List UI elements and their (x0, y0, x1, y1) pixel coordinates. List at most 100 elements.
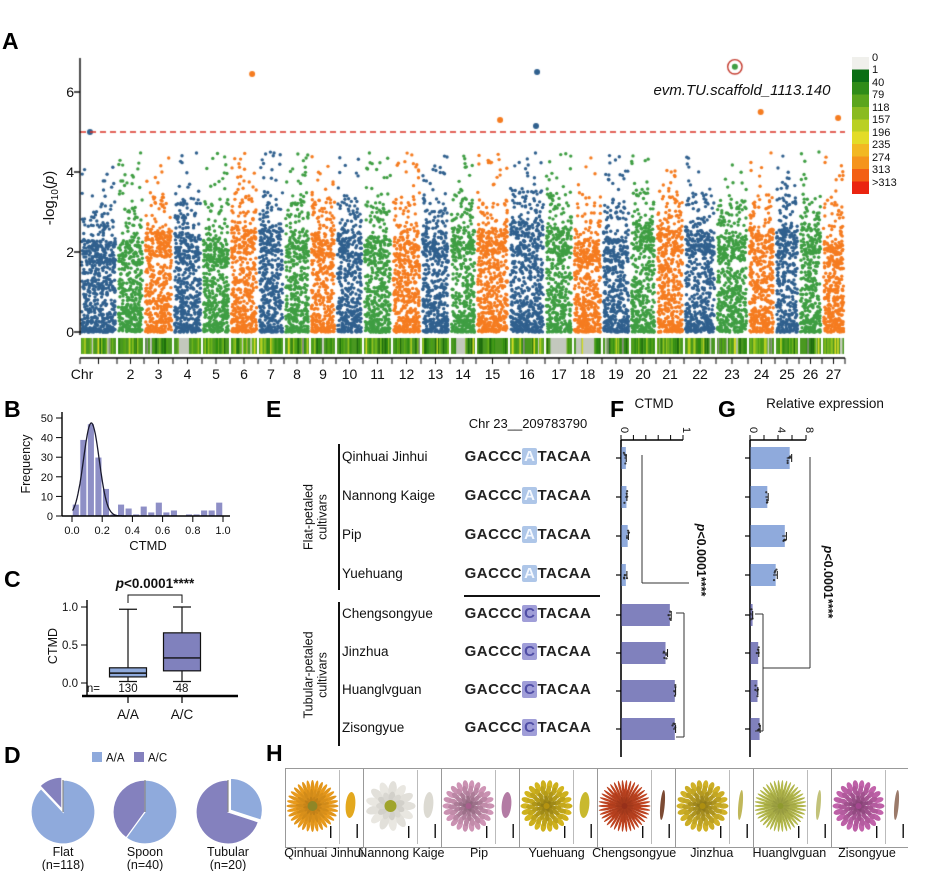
cultivar-photo-label: Qinhuai Jinhui (284, 846, 364, 860)
snp-variant-base: C (522, 681, 538, 698)
chromosome-label: 9 (319, 366, 327, 382)
scale-bar (356, 824, 358, 838)
data-point (787, 456, 791, 459)
y-tick-label: 6 (66, 84, 74, 100)
cultivar-name: Chengsongyue (342, 606, 433, 621)
cultivar-photo-label: Huanglvguan (752, 846, 827, 860)
petal-photo (501, 792, 512, 818)
flower-petal (707, 795, 714, 802)
flower-petal (630, 812, 643, 826)
snp-sequence: GACCC A TACAA (428, 526, 628, 543)
data-point (623, 501, 626, 504)
colorbar-tick-label: >313 (872, 176, 897, 189)
data-point (754, 684, 757, 687)
colorbar-tick-label: 313 (872, 164, 891, 177)
flower-petal (863, 795, 870, 802)
photo-cell-huanglvguan (754, 769, 832, 847)
flower-petal (868, 817, 877, 827)
chart-title: Relative expression (766, 396, 884, 411)
flower-petal (871, 791, 881, 799)
cultivar-name: Yuehuang (342, 566, 403, 581)
y-tick-label: 30 (41, 452, 53, 464)
flat-group-label: Flat-petaled cultivars (301, 484, 330, 551)
x-tick-label: 0.8 (185, 525, 200, 537)
y-tick-label: 4 (66, 164, 74, 180)
flower-petal (759, 811, 774, 822)
flower-petal (473, 795, 480, 802)
seq-prefix: GACCC (464, 565, 523, 582)
chromosome-label: 3 (154, 366, 163, 382)
y-tick-label: 1.0 (62, 602, 78, 614)
photo-cell-pip (442, 769, 520, 847)
cultivar-name: Jinzhua (342, 644, 389, 659)
flower-petal (609, 807, 622, 815)
colorbar-tick-label: 118 (872, 101, 890, 114)
chromosome-label: 13 (427, 366, 444, 382)
chromosome-label: 26 (802, 366, 819, 382)
panel-b-label: B (4, 396, 21, 422)
flower-photo (598, 770, 670, 844)
flower-petal (624, 789, 629, 803)
flower-petal (603, 811, 618, 822)
manhattan-plot-canvas (0, 0, 942, 398)
significance-label: p<0.0001**** (821, 545, 835, 619)
data-point (751, 617, 754, 620)
snp-sequence: GACCC A TACAA (428, 565, 628, 582)
histogram-bar (94, 456, 103, 517)
x-tick-label: 0 (618, 427, 630, 433)
colorbar-tick-label: 196 (872, 126, 891, 139)
snp-variant-base: C (522, 605, 538, 622)
seq-prefix: GACCC (464, 719, 523, 736)
bar (621, 642, 666, 664)
colorbar-tick-label: 274 (872, 151, 891, 164)
chromosome-label: 21 (662, 366, 678, 382)
flower-photo (520, 770, 592, 844)
seq-prefix: GACCC (464, 526, 523, 543)
flower-petal (624, 809, 629, 823)
photo-cell-chengsongyue (598, 769, 676, 847)
flower-petal (535, 810, 542, 817)
snp-sequence: GACCC C TACAA (428, 605, 628, 622)
data-point (624, 462, 627, 465)
flower-center (621, 803, 628, 809)
scale-bar (642, 826, 644, 838)
data-point (674, 685, 677, 689)
histogram-bar (170, 509, 178, 517)
bar (750, 642, 759, 664)
y-tick-label: 0 (66, 324, 74, 340)
scale-bar (486, 826, 488, 838)
data-point (774, 569, 777, 573)
flower-petal (305, 810, 311, 822)
scale-bar (668, 824, 670, 838)
data-point (758, 724, 761, 728)
data-point (625, 536, 629, 539)
cultivar-photo-label: Jinzhua (690, 846, 734, 860)
flower-petal (776, 789, 780, 803)
seq-suffix: TACAA (537, 605, 592, 622)
chromosome-label: 11 (370, 366, 385, 382)
flower-petal (457, 810, 464, 817)
panel-g-label: G (718, 396, 736, 422)
chromosome-label: 17 (551, 366, 567, 382)
flower-center (855, 803, 862, 809)
chromosome-label: 8 (293, 366, 301, 382)
chromosome-label: 18 (579, 366, 596, 382)
y-tick-label: 50 (41, 413, 53, 425)
data-point (749, 618, 752, 621)
scale-bar (746, 824, 748, 838)
data-point (663, 656, 666, 659)
chromosome-label: 16 (519, 366, 535, 382)
seq-suffix: TACAA (537, 643, 592, 660)
box (162, 632, 202, 672)
flat-group-bar (338, 444, 340, 590)
data-point (667, 614, 670, 617)
data-point (674, 683, 677, 687)
histogram-bar (87, 423, 95, 517)
bar (621, 447, 626, 469)
data-point (622, 451, 625, 454)
histogram-bar (207, 509, 216, 517)
legend-swatch (134, 752, 144, 762)
flower-petal (474, 809, 482, 816)
y-axis-label: CTMD (46, 628, 60, 664)
boxplot-ctmd-genotype: 0.0 0.5 1.0 CTMD 130 A/A 48 A/C n= p<0.0001**** (46, 576, 238, 722)
